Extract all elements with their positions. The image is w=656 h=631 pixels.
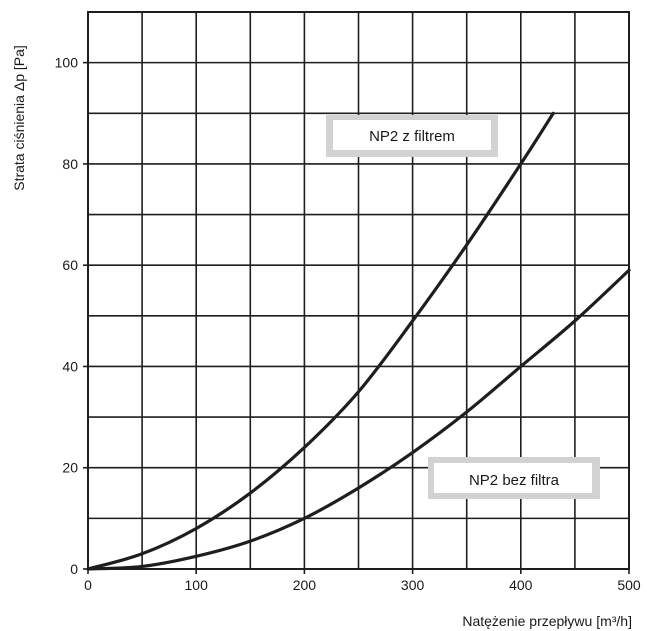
y-tick-label: 0 bbox=[70, 561, 78, 577]
tick-labels: 0 100 200 300 400 500 0 20 40 60 80 100 bbox=[55, 55, 641, 593]
series-label-box-inner bbox=[333, 120, 491, 150]
y-tick-label: 80 bbox=[62, 156, 78, 172]
x-tick-label: 100 bbox=[185, 577, 209, 593]
series-line-z-filtrem bbox=[86, 111, 555, 571]
y-tick-label: 20 bbox=[62, 460, 78, 476]
series-lines bbox=[86, 111, 631, 571]
series-line-bez-filtra bbox=[86, 268, 631, 571]
x-tick-label: 200 bbox=[293, 577, 317, 593]
x-tick-label: 400 bbox=[509, 577, 533, 593]
plot-frame bbox=[87, 11, 630, 570]
series-label-text: NP2 bez filtra bbox=[469, 472, 560, 489]
y-tick-label: 100 bbox=[55, 55, 79, 71]
y-tick-label: 40 bbox=[62, 358, 78, 374]
x-tick-label: 500 bbox=[617, 577, 641, 593]
series-label-z-filtrem: NP2 z filtrem bbox=[326, 115, 498, 157]
x-axis-label: Natężenie przepływu [m³/h] bbox=[462, 613, 632, 629]
series-label-box-inner bbox=[434, 463, 592, 493]
x-tick-label: 300 bbox=[401, 577, 425, 593]
x-tick-label: 0 bbox=[84, 577, 92, 593]
series-label-bez-filtra: NP2 bez filtra bbox=[428, 457, 600, 499]
y-tick-label: 60 bbox=[62, 257, 78, 273]
series-label-text: NP2 z filtrem bbox=[369, 128, 455, 145]
y-axis-label: Strata ciśnienia Δp [Pa] bbox=[11, 45, 27, 191]
